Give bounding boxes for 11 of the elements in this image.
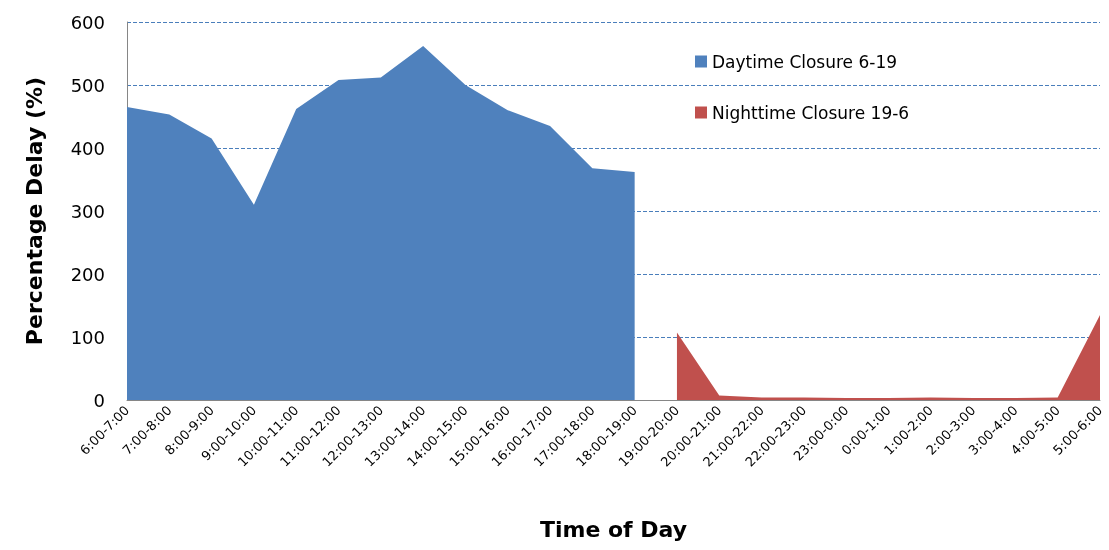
- y-axis-title: Percentage Delay (%): [21, 76, 47, 346]
- y-tick-label: 400: [70, 137, 105, 159]
- y-tick-label: 600: [70, 11, 105, 33]
- y-tick-label: 500: [70, 74, 105, 96]
- y-tick-label: 0: [93, 389, 105, 411]
- y-tick-label: 200: [70, 263, 105, 285]
- y-tick-label: 100: [70, 326, 105, 348]
- legend-label: Nighttime Closure 19-6: [712, 102, 910, 123]
- x-axis-title: Time of Day: [539, 516, 688, 542]
- y-tick-label: 300: [70, 200, 105, 222]
- legend-label: Daytime Closure 6-19: [712, 51, 898, 72]
